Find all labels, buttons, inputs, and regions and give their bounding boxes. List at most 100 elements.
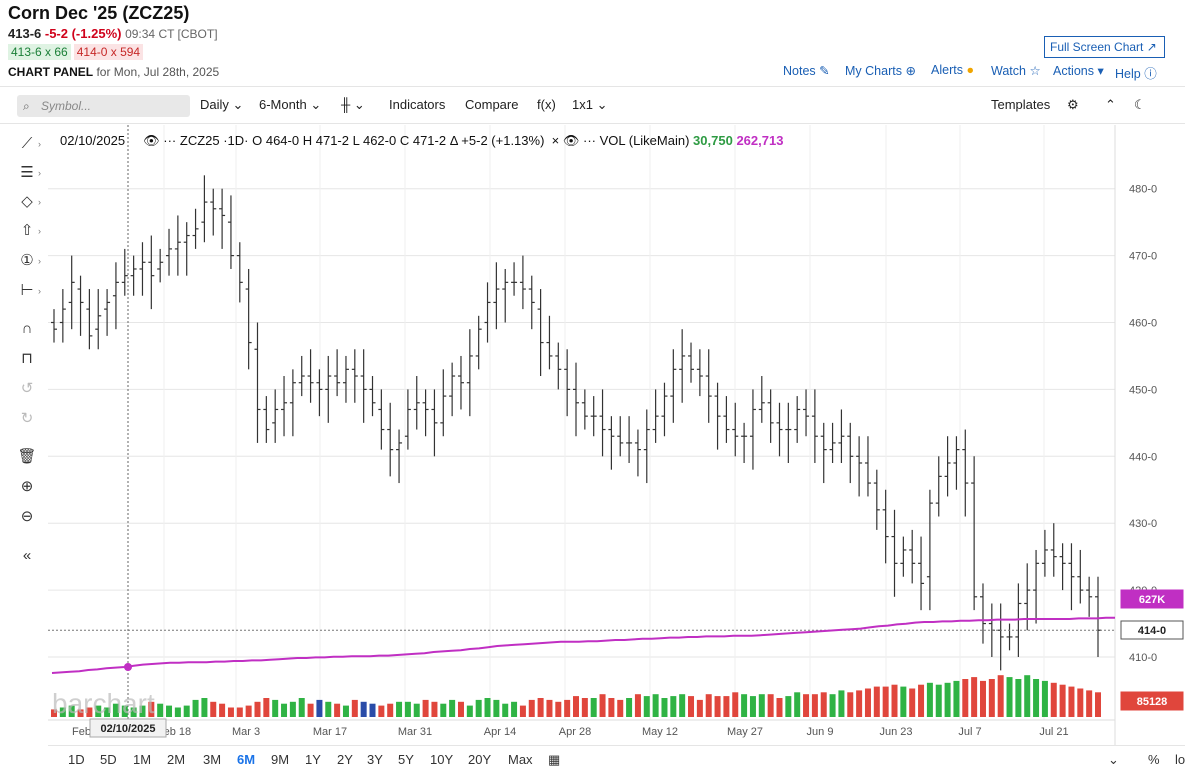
percent-scale-button[interactable]: %: [1148, 752, 1160, 767]
volume-bar: [289, 701, 296, 717]
volume-bar: [811, 694, 818, 717]
measure-tool-icon[interactable]: ⊢ ›: [20, 282, 41, 299]
volume-bar: [1006, 677, 1013, 717]
timeframe-5y[interactable]: 5Y: [398, 752, 414, 767]
open-interest-line: [51, 616, 1115, 674]
indicators-button[interactable]: Indicators: [389, 97, 446, 112]
timeframe-20y[interactable]: 20Y: [468, 752, 492, 767]
dark-mode-icon[interactable]: ☾: [1134, 97, 1146, 112]
volume-bar: [219, 703, 226, 717]
last-price-badge: 414-0: [1138, 625, 1166, 637]
fx-button[interactable]: f(x): [537, 97, 556, 112]
notes-link[interactable]: Notes ✎: [783, 63, 830, 78]
price-chart[interactable]: 410-0420-0430-0440-0450-0460-0470-0480-0…: [48, 125, 1185, 745]
interval-label: Daily: [200, 97, 229, 112]
chart-toolbar: ⌕ Symbol... Daily ⌄ 6-Month ⌄ ╫ ⌄ Indicat…: [0, 86, 1185, 124]
star-icon: ☆: [1029, 64, 1041, 78]
volume-bar: [192, 699, 199, 717]
alerts-link[interactable]: Alerts ●: [931, 63, 974, 77]
eye-icon[interactable]: 👁: [562, 133, 580, 148]
symbol-search-input[interactable]: ⌕ Symbol...: [17, 95, 190, 117]
actions-menu[interactable]: Actions ▾: [1053, 63, 1104, 78]
volume-bar: [767, 694, 774, 717]
volume-bar: [166, 705, 173, 717]
volume-bar: [59, 707, 66, 717]
timeframe-1d[interactable]: 1D: [68, 752, 85, 767]
volume-bar: [396, 701, 403, 717]
volume-bar: [201, 698, 208, 717]
chevron-down-icon[interactable]: ⌄: [1108, 752, 1119, 767]
volume-bar: [1015, 679, 1022, 717]
panel-title: CHART PANEL: [8, 65, 94, 79]
timeframe-6m[interactable]: 6M: [237, 752, 256, 767]
arrow-tool-icon[interactable]: ⇧ ›: [20, 222, 41, 239]
interval-select[interactable]: Daily ⌄: [200, 97, 243, 113]
timeframe-max[interactable]: Max: [508, 752, 533, 767]
symbol-placeholder: Symbol...: [41, 99, 92, 113]
full-screen-button[interactable]: Full Screen Chart ↗: [1044, 36, 1165, 58]
period-select[interactable]: 6-Month ⌄: [259, 97, 321, 113]
close-icon[interactable]: ×: [551, 133, 560, 148]
magnet-icon[interactable]: ∩: [21, 320, 33, 337]
volume-bar: [758, 694, 765, 717]
zoom-in-icon[interactable]: ⊕: [20, 478, 34, 495]
timeframe-5d[interactable]: 5D: [100, 752, 117, 767]
collapse-icon[interactable]: ⌃: [1105, 97, 1116, 112]
timeframe-2m[interactable]: 2M: [167, 752, 186, 767]
volume-bar: [148, 701, 155, 717]
volume-bar: [139, 705, 146, 717]
volume-bar: [272, 699, 279, 717]
undo-icon[interactable]: ↺: [20, 380, 34, 397]
lock-icon[interactable]: ⊓: [21, 350, 33, 367]
volume-bar: [121, 705, 128, 717]
timeframe-1m[interactable]: 1M: [133, 752, 152, 767]
layout-label: 1x1: [572, 97, 593, 112]
trend-line-tool-icon[interactable]: ⟋ ›: [21, 135, 41, 152]
timeframe-10y[interactable]: 10Y: [430, 752, 454, 767]
help-link[interactable]: Help ⓘ: [1115, 63, 1157, 82]
quote-time: 09:34 CT [CBOT]: [125, 27, 218, 41]
volume-bar: [307, 703, 314, 717]
watch-link[interactable]: Watch ☆: [991, 63, 1041, 78]
timeframe-3m[interactable]: 3M: [203, 752, 222, 767]
zoom-out-icon[interactable]: ⊖: [20, 508, 34, 525]
fib-tool-icon[interactable]: ☰ ›: [20, 164, 41, 181]
volume-bar: [829, 694, 836, 717]
volume-bar: [431, 701, 438, 717]
number-marker-icon[interactable]: ① ›: [20, 252, 41, 269]
ask-badge: 414-0 x 594: [73, 44, 144, 60]
volume-bar: [95, 705, 102, 717]
templates-button[interactable]: Templates: [991, 97, 1051, 112]
volume-bar: [979, 680, 986, 717]
eye-icon[interactable]: 👁: [143, 133, 160, 148]
chart-legend: 02/10/2025 👁 ··· ZCZ25 ·1D· O 464-0 H 47…: [60, 133, 784, 148]
calendar-icon[interactable]: ▦: [548, 752, 561, 767]
timeframe-9m[interactable]: 9M: [271, 752, 290, 767]
timeframe-2y[interactable]: 2Y: [337, 752, 353, 767]
shape-tool-icon[interactable]: ◇ ›: [21, 193, 41, 210]
last-price-badge-bg: [1120, 620, 1184, 640]
period-label: 6-Month: [259, 97, 307, 112]
volume-bar: [608, 698, 615, 717]
legend-oi: 262,713: [736, 133, 784, 148]
gear-icon[interactable]: ⚙: [1067, 97, 1079, 112]
volume-bar: [652, 694, 659, 717]
collapse-sidebar-icon[interactable]: «: [22, 547, 32, 564]
compare-button[interactable]: Compare: [465, 97, 519, 112]
notes-label: Notes: [783, 64, 816, 78]
log-scale-button[interactable]: log: [1175, 752, 1185, 767]
bar-type-select[interactable]: ╫ ⌄: [341, 97, 365, 113]
bid-badge: 413-6 x 66: [8, 44, 71, 60]
layout-select[interactable]: 1x1 ⌄: [572, 97, 608, 113]
timeframe-3y[interactable]: 3Y: [367, 752, 383, 767]
chevron-down-icon: ⌄: [353, 97, 365, 112]
volume-bar: [174, 707, 181, 717]
timeframe-1y[interactable]: 1Y: [305, 752, 321, 767]
trash-icon[interactable]: 🗑: [17, 448, 37, 465]
redo-icon[interactable]: ↻: [20, 410, 34, 427]
volume-bar: [1086, 690, 1093, 717]
my-charts-link[interactable]: My Charts ⊕: [845, 63, 916, 78]
volume-bar: [971, 677, 978, 717]
volume-bar: [679, 694, 686, 717]
volume-bar: [988, 679, 995, 717]
